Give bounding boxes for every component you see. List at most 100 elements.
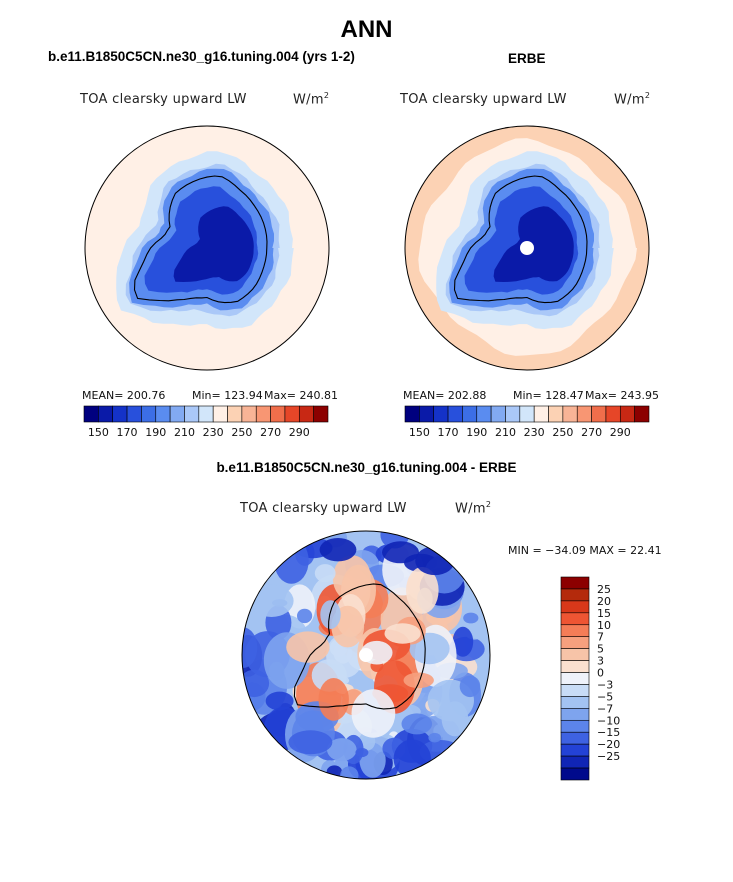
panel1-title: b.e11.B1850C5CN.ne30_g16.tuning.004 (yrs… bbox=[48, 49, 355, 64]
colorbar-swatch bbox=[560, 684, 590, 697]
diff-patch bbox=[286, 631, 330, 663]
panel1-min: Min= 123.94 bbox=[192, 389, 263, 402]
page-title: ANN bbox=[340, 16, 393, 43]
colorbar-swatch bbox=[560, 767, 590, 781]
colorbar-tick-label: 20 bbox=[597, 595, 611, 608]
colorbar-swatch bbox=[126, 405, 142, 423]
colorbar-swatch bbox=[560, 660, 590, 673]
diff-patch bbox=[320, 600, 341, 629]
diff-patch bbox=[401, 713, 433, 735]
panel3-minmax: MIN = −34.09 MAX = 22.41 bbox=[508, 544, 662, 557]
colorbar-swatch bbox=[313, 405, 329, 423]
colorbar-tick-label: 150 bbox=[409, 426, 430, 439]
panel1-mean: MEAN= 200.76 bbox=[82, 389, 166, 402]
diff-patch bbox=[314, 564, 336, 583]
colorbar-tick-label: −15 bbox=[597, 726, 620, 739]
colorbar-tick-label: 170 bbox=[117, 426, 138, 439]
colorbar-tick-label: −25 bbox=[597, 750, 620, 763]
diff-patch bbox=[406, 567, 439, 614]
panel3-map bbox=[241, 530, 491, 780]
colorbar-swatch bbox=[560, 576, 590, 590]
diff-patch bbox=[384, 623, 421, 644]
colorbar-swatch bbox=[227, 405, 243, 423]
panel2-title: ERBE bbox=[508, 51, 546, 66]
colorbar-swatch bbox=[212, 405, 228, 423]
colorbar-swatch bbox=[433, 405, 449, 423]
missing-data-pole bbox=[520, 241, 534, 255]
antarctica-coastline bbox=[293, 583, 426, 710]
colorbar-swatch bbox=[591, 405, 607, 423]
colorbar-swatch bbox=[560, 731, 590, 745]
panel1-variable-label: TOA clearsky upward LW bbox=[80, 92, 247, 107]
colorbar-swatch bbox=[576, 405, 592, 423]
colorbar-swatch bbox=[284, 405, 300, 423]
colorbar-swatch bbox=[619, 405, 635, 423]
colorbar-swatch bbox=[404, 405, 420, 423]
panel1-units: W/m2 bbox=[293, 91, 330, 108]
colorbar-swatch bbox=[476, 405, 492, 423]
colorbar-tick-label: 3 bbox=[597, 655, 604, 668]
colorbar-swatch bbox=[490, 405, 506, 423]
panel2-variable-label: TOA clearsky upward LW bbox=[400, 92, 567, 107]
colorbar-swatch bbox=[560, 743, 590, 757]
colorbar-swatch bbox=[112, 405, 128, 423]
colorbar-tick-label: 210 bbox=[174, 426, 195, 439]
colorbar-swatch bbox=[560, 708, 590, 721]
map-border bbox=[84, 125, 330, 371]
diff-patch bbox=[393, 739, 431, 779]
panel2-min: Min= 128.47 bbox=[513, 389, 584, 402]
colorbar-tick-label: 290 bbox=[289, 426, 310, 439]
colorbar-swatch bbox=[560, 636, 590, 649]
diff-patch bbox=[459, 675, 481, 698]
colorbar-tick-label: 15 bbox=[597, 607, 611, 620]
colorbar-swatch bbox=[560, 719, 590, 733]
map-border bbox=[404, 125, 650, 371]
colorbar-tick-label: 10 bbox=[597, 619, 611, 632]
colorbar-tick-label: 190 bbox=[145, 426, 166, 439]
colorbar-tick-label: 230 bbox=[524, 426, 545, 439]
diff-patch bbox=[288, 730, 333, 755]
colorbar-tick-label: 150 bbox=[88, 426, 109, 439]
colorbar-tick-label: 270 bbox=[581, 426, 602, 439]
colorbar-tick-label: 190 bbox=[466, 426, 487, 439]
panel3-variable-label: TOA clearsky upward LW bbox=[240, 501, 407, 516]
antarctica-coastline bbox=[133, 175, 268, 304]
colorbar-tick-label: 290 bbox=[610, 426, 631, 439]
colorbar-swatch bbox=[255, 405, 271, 423]
diff-patch bbox=[382, 541, 419, 564]
diff-patch bbox=[319, 538, 357, 562]
panel2-units: W/m2 bbox=[614, 91, 651, 108]
colorbar-tick-label: 5 bbox=[597, 643, 604, 656]
colorbar-tick-label: −20 bbox=[597, 738, 620, 751]
colorbar-tick-label: 7 bbox=[597, 631, 604, 644]
colorbar-tick-label: 270 bbox=[260, 426, 281, 439]
colorbar-swatch bbox=[560, 648, 590, 661]
colorbar-swatch bbox=[462, 405, 478, 423]
panel1-map bbox=[84, 125, 330, 371]
panel3-title: b.e11.B1850C5CN.ne30_g16.tuning.004 - ER… bbox=[216, 460, 517, 475]
colorbar-swatch bbox=[505, 405, 521, 423]
diff-patch bbox=[249, 584, 294, 618]
diff-patch bbox=[441, 701, 469, 737]
colorbar-swatch bbox=[198, 405, 214, 423]
diff-patch bbox=[355, 747, 369, 758]
diff-patch bbox=[463, 612, 479, 624]
diff-patch bbox=[351, 689, 396, 738]
colorbar-tick-label: 0 bbox=[597, 667, 604, 680]
colorbar-tick-label: 230 bbox=[203, 426, 224, 439]
colorbar-swatch bbox=[141, 405, 157, 423]
colorbar-tick-label: 250 bbox=[231, 426, 252, 439]
colorbar-tick-label: 25 bbox=[597, 583, 611, 596]
colorbar-tick-label: 170 bbox=[438, 426, 459, 439]
diff-patch bbox=[415, 546, 455, 576]
diff-patch bbox=[327, 738, 357, 762]
colorbar-swatch bbox=[169, 405, 185, 423]
colorbar-swatch bbox=[560, 755, 590, 769]
colorbar-swatch bbox=[605, 405, 621, 423]
diff-patch bbox=[403, 672, 434, 689]
colorbar-swatch bbox=[98, 405, 114, 423]
colorbar-swatch bbox=[560, 612, 590, 626]
colorbar-swatch bbox=[519, 405, 535, 423]
colorbar-swatch bbox=[560, 696, 590, 709]
